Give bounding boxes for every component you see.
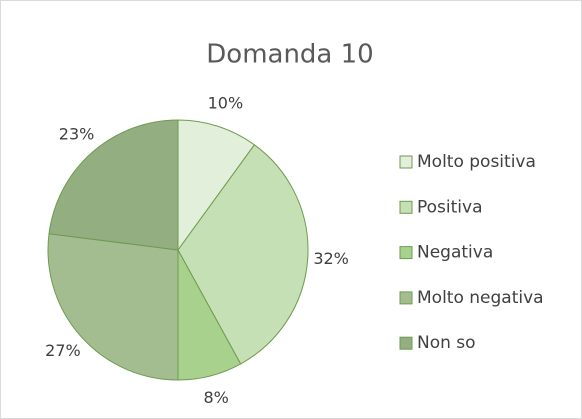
pie-slice [177, 119, 256, 252]
legend-label: Molto positiva [417, 152, 536, 172]
legend-label: Negativa [417, 243, 493, 263]
legend-label: Positiva [417, 197, 483, 217]
data-label: 10% [208, 94, 244, 113]
legend-swatch [399, 246, 413, 260]
data-label: 27% [45, 341, 81, 360]
legend-swatch [399, 336, 413, 350]
chart-title: Domanda 10 [206, 40, 373, 70]
data-label: 8% [203, 388, 228, 407]
legend-swatch [399, 200, 413, 214]
pie-slice [177, 144, 309, 365]
pie-slice [48, 119, 179, 251]
legend-swatch [399, 155, 413, 169]
legend-swatch [399, 291, 413, 305]
data-label: 23% [59, 124, 95, 143]
pie-slice [47, 233, 179, 381]
legend-label: Molto negativa [417, 288, 544, 308]
data-label: 32% [313, 249, 349, 268]
legend-label: Non so [417, 333, 476, 353]
